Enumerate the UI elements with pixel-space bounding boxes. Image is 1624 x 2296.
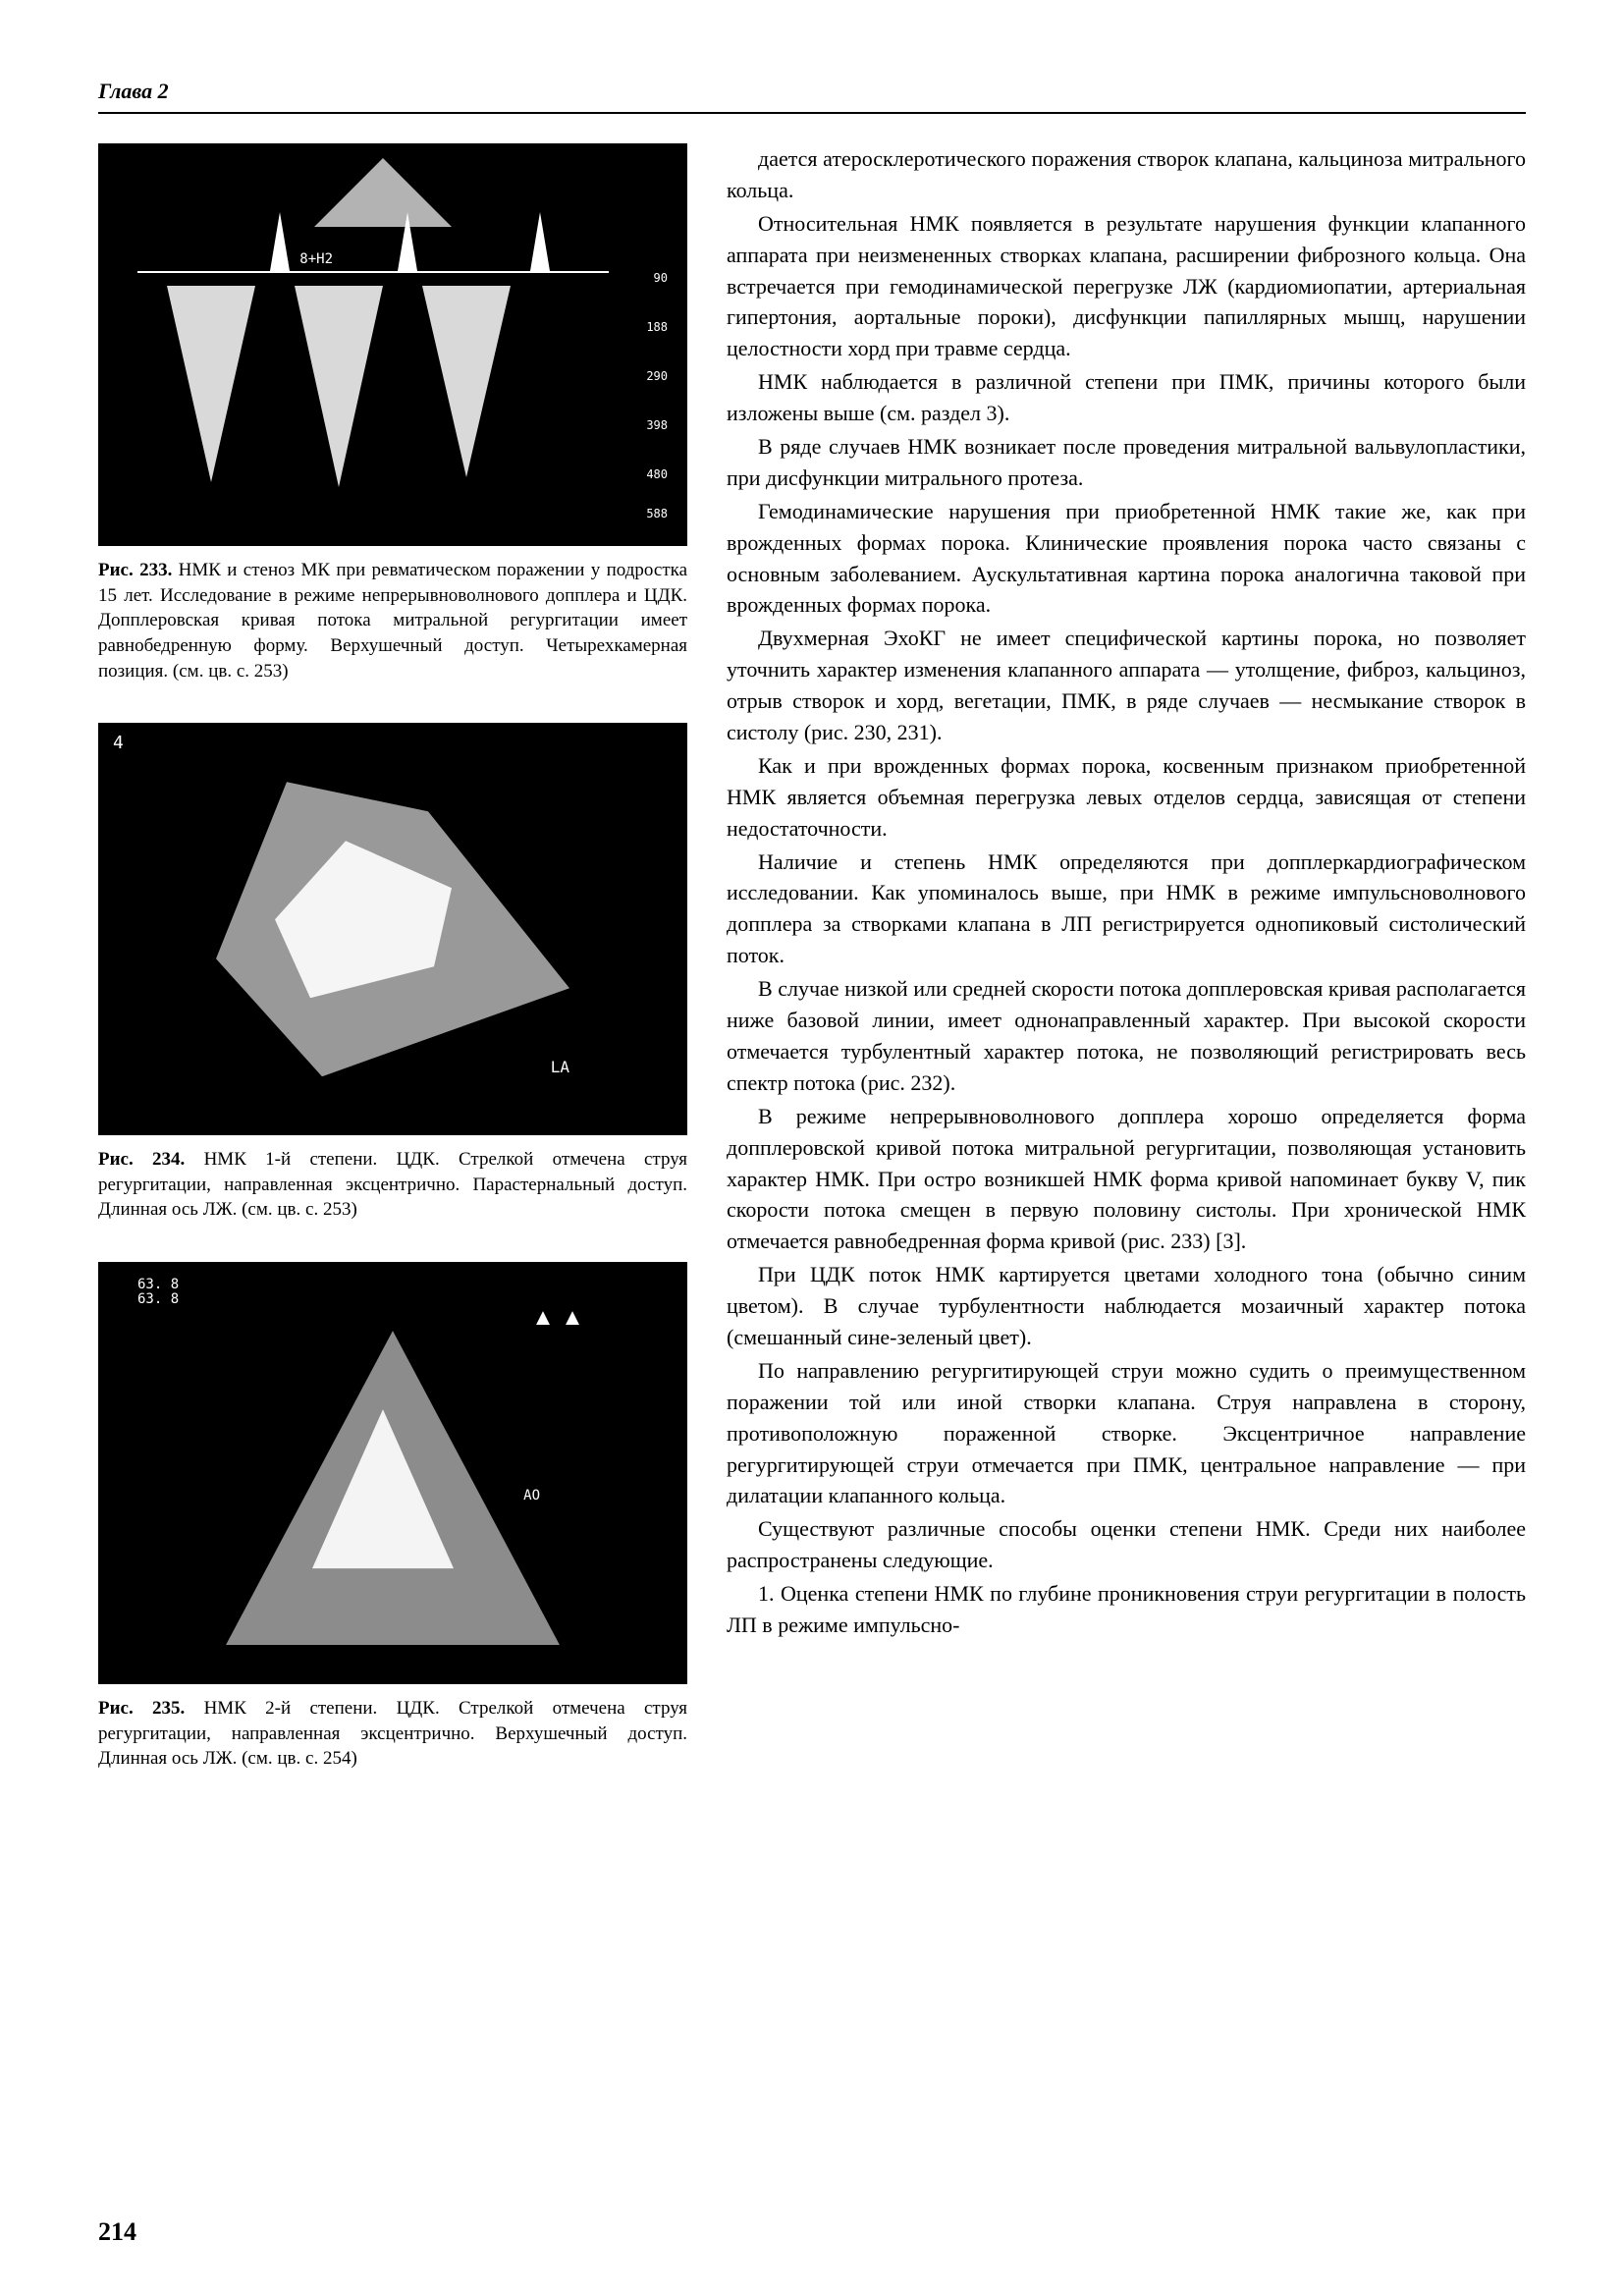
scale-value: 588 [646,507,668,520]
wave-spike [530,212,550,271]
figure-235-image: 63. 8 63. 8 AO [98,1262,687,1684]
param-label: 63. 8 [137,1291,179,1307]
figure-233-caption: Рис. 233. НМК и стеноз МК при ревматичес… [98,558,687,683]
wave-peak [295,286,383,487]
body-paragraph: дается атеросклеротического поражения ст… [727,143,1526,206]
wave-peak [422,286,511,477]
body-paragraph: При ЦДК поток НМК картируется цветами хо… [727,1259,1526,1353]
wave-peak [167,286,255,482]
body-paragraph: Как и при врожденных формах порока, косв… [727,750,1526,845]
anatomy-label: AO [523,1488,540,1503]
left-column: 1. 8+H2 90 188 290 398 480 588 [98,143,687,1811]
page-number: 214 [98,2217,136,2247]
param-label: 63. 8 [137,1277,179,1292]
scale-value: 290 [646,369,668,383]
body-paragraph: 1. Оценка степени НМК по глубине проникн… [727,1578,1526,1641]
page-header: Глава 2 [98,79,1526,114]
body-paragraph: НМК наблюдается в различной степени при … [727,366,1526,429]
marker-icon [536,1311,550,1325]
figure-caption-text: НМК 1-й степени. ЦДК. Стрелкой отмечена … [98,1149,687,1220]
scale-value: 398 [646,418,668,432]
anatomy-label: LA [551,1058,569,1076]
body-paragraph: В случае низкой или средней скорости пот… [727,973,1526,1099]
body-paragraph: Относительная НМК появляется в результат… [727,208,1526,364]
body-paragraph: В режиме непрерывноволнового допплера хо… [727,1101,1526,1257]
figure-234-caption: Рис. 234. НМК 1-й степени. ЦДК. Стрелкой… [98,1147,687,1223]
figure-label: Рис. 235. [98,1698,185,1719]
body-paragraph: В ряде случаев НМК возникает после прове… [727,431,1526,494]
corner-label: 4 [113,733,124,753]
figure-233: 1. 8+H2 90 188 290 398 480 588 [98,143,687,683]
figure-234: 4 LA Рис. 234. НМК 1-й степени. ЦДК. Стр… [98,723,687,1223]
body-paragraph: Существуют различные способы оценки степ… [727,1513,1526,1576]
baseline [137,271,609,273]
sector-preview [314,158,452,227]
right-column: дается атеросклеротического поражения ст… [727,143,1526,1811]
figure-caption-text: НМК 2-й степени. ЦДК. Стрелкой отмечена … [98,1698,687,1769]
scale-value: 90 [654,271,668,285]
body-paragraph: Наличие и степень НМК определяются при д… [727,847,1526,972]
figure-235: 63. 8 63. 8 AO Рис. 235. НМК 2-й степени… [98,1262,687,1772]
body-paragraph: По направлению регургитирующей струи мож… [727,1355,1526,1511]
body-paragraph: Гемодинамические нарушения при приобрете… [727,496,1526,622]
figure-234-image: 4 LA [98,723,687,1135]
marker-icon [566,1311,579,1325]
wave-spike [270,212,290,271]
figure-label: Рис. 234. [98,1149,185,1170]
scale-value: 188 [646,320,668,334]
figure-233-image: 1. 8+H2 90 188 290 398 480 588 [98,143,687,546]
scale-value: 480 [646,467,668,481]
figure-235-caption: Рис. 235. НМК 2-й степени. ЦДК. Стрелкой… [98,1696,687,1772]
body-paragraph: Двухмерная ЭхоКГ не имеет специфической … [727,623,1526,748]
figure-caption-text: НМК и стеноз МК при ревматическом пораже… [98,560,687,682]
content-area: 1. 8+H2 90 188 290 398 480 588 [98,143,1526,1811]
figure-label: Рис. 233. [98,560,172,580]
chapter-label: Глава 2 [98,79,169,103]
